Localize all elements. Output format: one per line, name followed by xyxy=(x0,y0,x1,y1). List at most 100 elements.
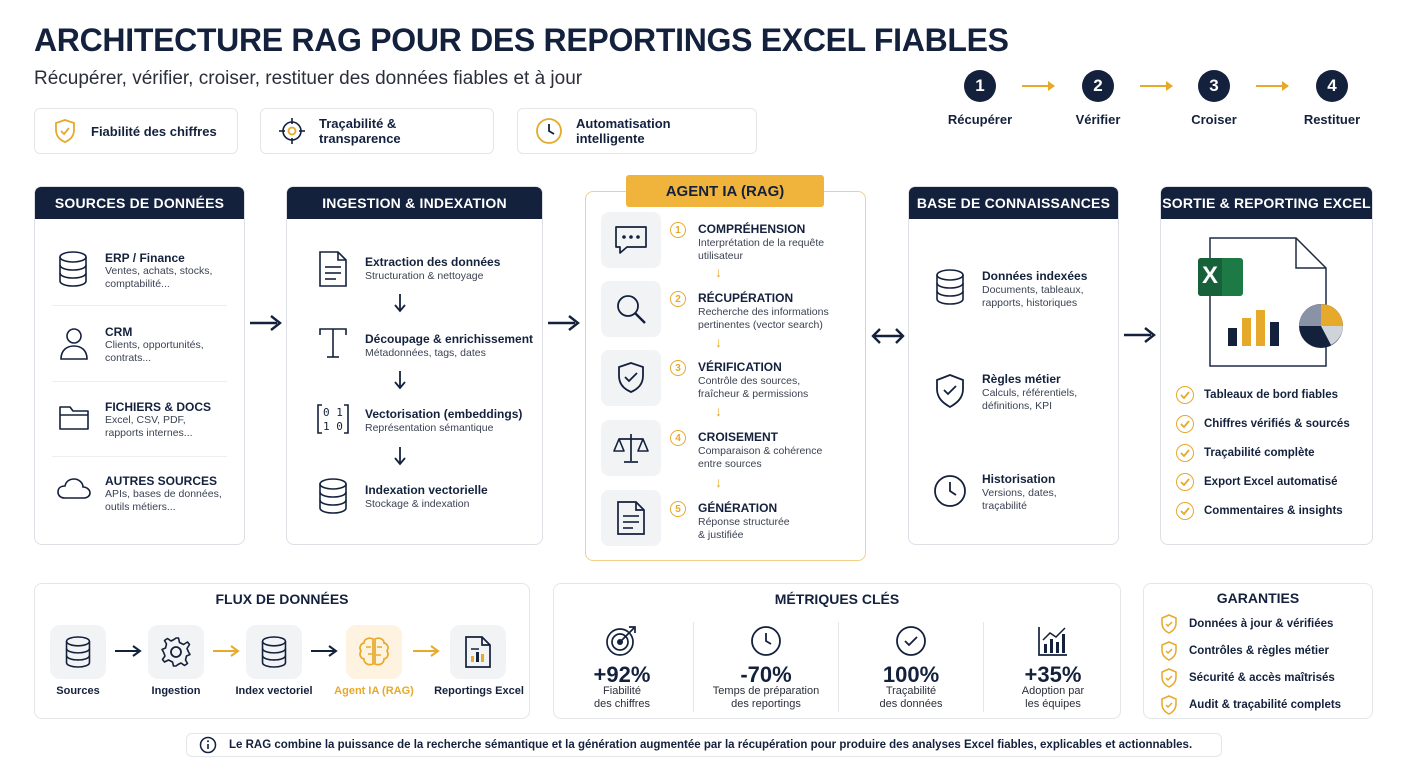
knowledge-desc: rapports, historiques xyxy=(982,297,1078,309)
excel-report-illustration xyxy=(1196,236,1346,368)
divider xyxy=(52,305,227,306)
arrow-down-icon xyxy=(393,293,407,313)
arrow-down-icon: ↓ xyxy=(715,264,722,280)
arrow-right-icon xyxy=(212,644,240,658)
guarantees-title: GARANTIES xyxy=(1216,590,1300,606)
step-arrow xyxy=(1022,81,1055,91)
knowledge-title: Règles métier xyxy=(982,372,1061,386)
footer-text: Le RAG combine la puissance de la recher… xyxy=(229,739,1193,751)
knowledge-desc: Calculs, référentiels, xyxy=(982,387,1078,399)
arrow-down-icon: ↓ xyxy=(715,474,722,490)
arrow-right-icon xyxy=(412,644,440,658)
flux-label: Index vectoriel xyxy=(235,685,313,697)
divider xyxy=(52,381,227,382)
divider xyxy=(838,622,839,712)
footer-note: Le RAG combine la puissance de la recher… xyxy=(186,733,1222,757)
flux-label: Agent IA (RAG) xyxy=(334,685,414,697)
card-header: SOURCES DE DONNÉES xyxy=(35,187,244,219)
pill-label: Traçabilité & transparence xyxy=(319,116,401,146)
database-icon xyxy=(56,250,90,288)
agent-step-desc: fraîcheur & permissions xyxy=(698,388,809,400)
ingestion-title: Découpage & enrichissement xyxy=(365,332,534,346)
metric-label: des données xyxy=(879,698,943,710)
arrow-down-icon xyxy=(393,370,407,390)
agent-step-desc: Recherche des informations xyxy=(698,306,829,318)
flux-label: Reportings Excel xyxy=(434,685,524,697)
step-number: 4 xyxy=(1316,70,1348,102)
step-number: 1 xyxy=(964,70,996,102)
agent-step-desc: entre sources xyxy=(698,458,762,470)
step-badge: 5 xyxy=(670,501,686,517)
agent-step-title: CROISEMENT xyxy=(698,430,779,444)
knowledge-desc: traçabilité xyxy=(982,500,1027,512)
source-title: CRM xyxy=(105,325,133,339)
card-header: BASE DE CONNAISSANCES xyxy=(909,187,1118,219)
ingestion-desc: Stockage & indexation xyxy=(365,498,470,510)
svg-text:1 0: 1 0 xyxy=(323,420,343,433)
text-icon xyxy=(317,326,349,360)
bar-chart-icon xyxy=(1036,624,1070,658)
scale-icon xyxy=(601,420,661,476)
ingestion-card: INGESTION & INDEXATION xyxy=(286,186,543,545)
knowledge-desc: Documents, tableaux, xyxy=(982,284,1084,296)
clock-icon xyxy=(932,473,968,509)
info-icon xyxy=(199,736,217,754)
check-circle-icon xyxy=(894,624,928,658)
knowledge-card: BASE DE CONNAISSANCES xyxy=(908,186,1119,545)
metric-label: les équipes xyxy=(1025,698,1081,710)
source-desc: contrats... xyxy=(105,352,152,364)
arrow-right-icon xyxy=(310,644,338,658)
metric-value: -70% xyxy=(740,662,792,687)
arrow-down-icon xyxy=(393,446,407,466)
agent-step-title: VÉRIFICATION xyxy=(698,360,782,374)
step-arrow xyxy=(1140,81,1173,91)
shield-check-icon xyxy=(1160,695,1178,715)
arrow-down-icon: ↓ xyxy=(715,334,722,350)
step-number: 2 xyxy=(1082,70,1114,102)
divider xyxy=(52,456,227,457)
arrow-right-icon xyxy=(249,313,283,333)
knowledge-title: Données indexées xyxy=(982,269,1088,283)
guarantees-card xyxy=(1143,583,1373,719)
database-icon xyxy=(50,625,106,679)
sources-card: SOURCES DE DONNÉES xyxy=(34,186,245,545)
agent-step-desc: Réponse structurée xyxy=(698,516,790,528)
metric-label: des chiffres xyxy=(593,698,651,710)
agent-step-title: GÉNÉRATION xyxy=(698,501,778,515)
guarantee-item: Sécurité & accès maîtrisés xyxy=(1189,672,1335,684)
pill-label: Automatisation intelligente xyxy=(576,116,671,146)
target-icon xyxy=(604,624,638,658)
guarantee-item: Audit & traçabilité complets xyxy=(1189,699,1342,711)
arrow-down-icon: ↓ xyxy=(715,403,722,419)
divider xyxy=(983,622,984,712)
agent-header: AGENT IA (RAG) xyxy=(626,175,824,207)
knowledge-desc: Versions, dates, xyxy=(982,487,1057,499)
arrow-right-icon xyxy=(1123,325,1157,345)
excel-letter: X xyxy=(1202,262,1219,289)
ingestion-desc: Représentation sémantique xyxy=(365,422,494,434)
step-badge: 3 xyxy=(670,360,686,376)
clock-icon xyxy=(749,624,783,658)
output-item: Commentaires & insights xyxy=(1204,505,1343,517)
knowledge-desc: définitions, KPI xyxy=(982,400,1053,412)
step-label: Récupérer xyxy=(947,112,1013,127)
source-desc: comptabilité... xyxy=(105,278,170,290)
database-icon xyxy=(933,268,967,306)
knowledge-title: Historisation xyxy=(982,472,1056,486)
check-circle-icon xyxy=(1176,444,1194,462)
card-header: SORTIE & REPORTING EXCEL xyxy=(1161,187,1372,219)
metric-value: 100% xyxy=(882,662,940,687)
flux-label: Ingestion xyxy=(151,685,201,697)
database-icon xyxy=(246,625,302,679)
pill-label: Fiabilité des chiffres xyxy=(91,123,217,139)
document-icon xyxy=(316,250,350,288)
metric-value: +92% xyxy=(593,662,651,687)
source-desc: Clients, opportunités, xyxy=(105,339,204,351)
metric-label: Temps de préparation xyxy=(712,685,820,697)
source-desc: Ventes, achats, stocks, xyxy=(105,265,213,277)
step-badge: 1 xyxy=(670,222,686,238)
bidirectional-arrow-icon xyxy=(870,326,906,346)
user-icon xyxy=(58,325,90,361)
agent-step-desc: pertinentes (vector search) xyxy=(698,319,823,331)
check-circle-icon xyxy=(1176,386,1194,404)
